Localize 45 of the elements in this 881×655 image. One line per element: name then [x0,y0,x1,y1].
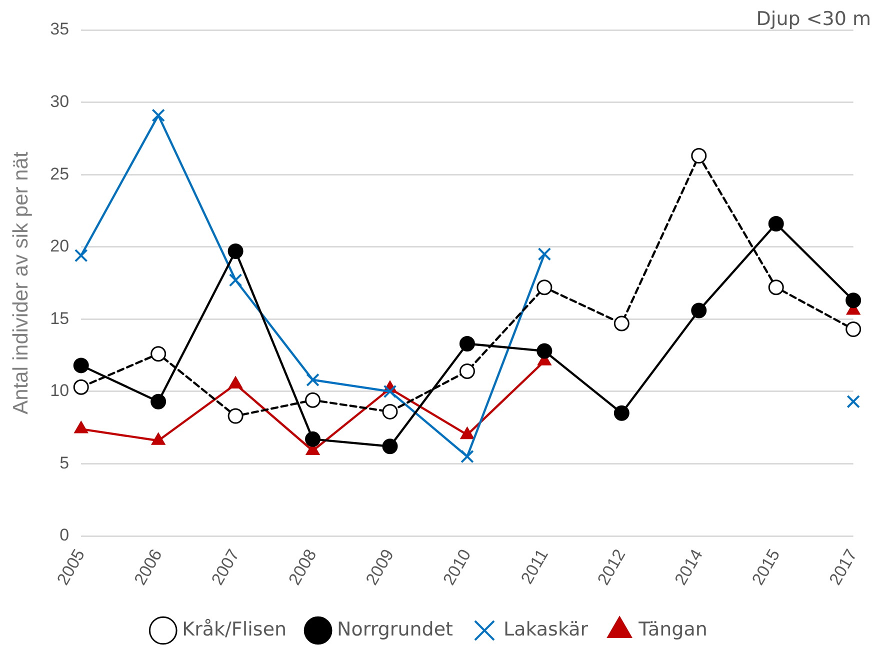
point [459,363,475,379]
point [150,394,166,410]
point [228,243,244,259]
point [382,404,398,420]
point [768,216,784,232]
text: Djup <30 m [756,8,871,30]
point [228,273,242,287]
y-tick-label: 35 [50,20,70,39]
y-tick-label: 0 [60,526,70,545]
y-tick-label: 20 [50,236,70,256]
point [846,292,862,308]
point [691,302,707,318]
legend-label: Kråk/Flisen [182,618,287,640]
legend-label: Tängan [638,618,708,640]
legend-label: Lakaskär [504,618,588,640]
point [536,343,552,359]
y-tick-label: 30 [50,92,70,111]
point [73,379,89,395]
y-axis-title: Antal individer av sik per nät [9,152,32,414]
point [614,405,630,421]
y-tick-label: 5 [60,453,70,472]
point [382,438,398,454]
legend-label: Norrgrundet [337,618,454,640]
point [460,427,474,440]
point [383,384,397,398]
y-tick-label: 15 [50,308,70,328]
point [305,431,321,447]
point [306,373,320,387]
point [538,247,552,261]
point [614,316,630,332]
point [536,280,552,296]
point [150,346,166,362]
point [228,408,244,424]
point [460,450,474,464]
point [152,108,165,122]
point [846,322,862,338]
y-tick-label: 10 [50,381,70,400]
y-tick-label: 25 [50,164,70,184]
point [73,358,89,374]
point [691,148,707,164]
point [768,280,784,296]
point [846,394,860,408]
point [74,248,88,262]
point [305,392,321,408]
point [459,336,475,352]
